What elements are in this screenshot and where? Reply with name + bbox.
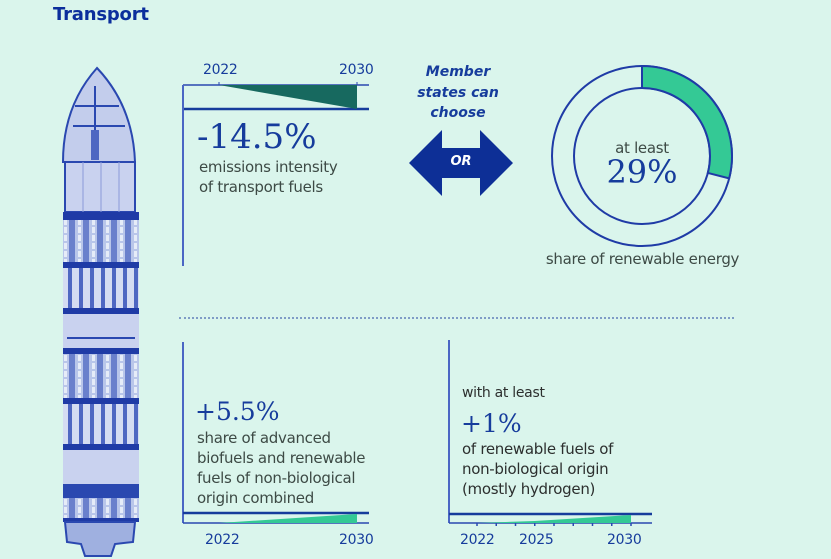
member-states-choose-text: Member states can choose [408, 62, 508, 124]
biofuels-value: +5.5% [195, 397, 280, 426]
donut-caption: share of renewable energy [545, 250, 740, 268]
donut-renewable-slice [641, 64, 733, 180]
description-line: share of advanced [197, 429, 331, 447]
description-line: emissions intensity [199, 158, 338, 176]
timeline-label-2025: 2025 [519, 532, 554, 548]
biofuels-growth-wedge [219, 514, 357, 523]
choose-line: Member [425, 64, 491, 80]
year-ticks [476, 523, 632, 526]
description-line: biofuels and renewable [197, 449, 366, 467]
biofuels-description: share of advanced biofuels and renewable… [197, 428, 366, 508]
timeline-end-label: 2030 [339, 532, 374, 548]
section-title: Transport [53, 4, 149, 25]
description-line: origin combined [197, 489, 314, 507]
rfnbo-value: +1% [461, 409, 522, 438]
description-line: (mostly hydrogen) [462, 480, 596, 498]
timeline-label-2022: 2022 [460, 532, 495, 548]
description-line: non-biological origin [462, 460, 609, 478]
timeline-start-label: 2022 [205, 532, 240, 548]
double-arrow-icon [409, 130, 513, 196]
emissions-value: -14.5% [197, 117, 317, 157]
timeline-start-label: 2022 [203, 62, 238, 78]
rfnbo-timeline-chart [448, 340, 652, 526]
rfnbo-prefix: with at least [462, 385, 545, 401]
emissions-reduction-wedge [219, 85, 357, 109]
choose-line: choose [430, 105, 486, 121]
donut-value: 29% [606, 153, 678, 191]
choose-line: states can [417, 84, 499, 101]
timeline-label-2030: 2030 [607, 532, 642, 548]
container-ship-icon [61, 66, 139, 557]
description-line: fuels of non-biological [197, 469, 356, 487]
donut-prefix: at least [615, 139, 669, 157]
or-label: OR [450, 154, 472, 169]
description-line: of transport fuels [199, 178, 323, 196]
rfnbo-growth-wedge [477, 515, 631, 523]
timeline-end-label: 2030 [339, 62, 374, 78]
emissions-description: emissions intensity of transport fuels [199, 157, 338, 197]
advanced-biofuels-timeline-chart [182, 342, 369, 524]
description-line: of renewable fuels of [462, 440, 614, 458]
renewable-share-donut [551, 64, 733, 247]
rfnbo-description: of renewable fuels of non-biological ori… [462, 439, 613, 499]
section-divider [179, 317, 734, 319]
emissions-timeline-chart [182, 82, 369, 266]
